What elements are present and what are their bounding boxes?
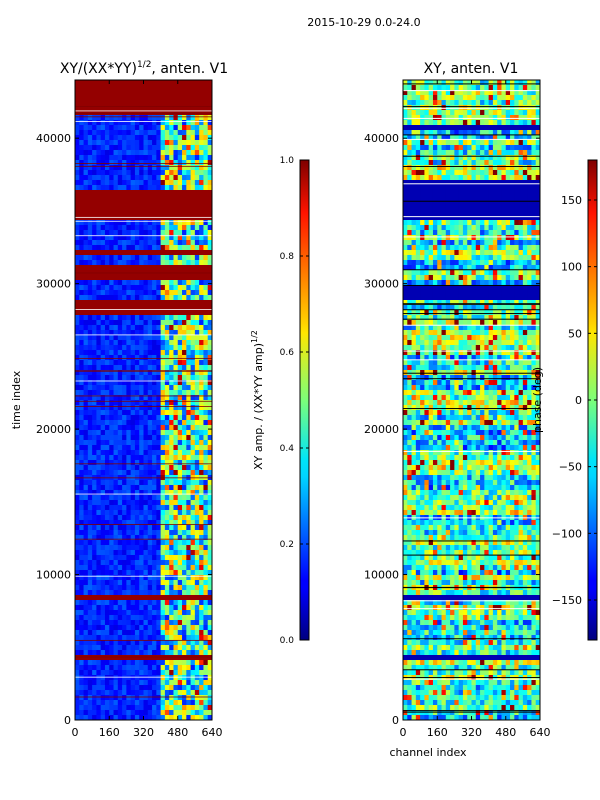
colorbar-tick-label: −50 [559, 461, 582, 474]
x-tick-label: 320 [133, 726, 154, 739]
colorbar-tick-label: 0.2 [280, 540, 294, 550]
figure-title: 2015-10-29 0.0-24.0 [307, 16, 420, 29]
colorbar-tick-label: 1.0 [280, 156, 295, 166]
y-tick-label: 30000 [364, 278, 399, 291]
amplitude-panel: XY/(XX*YY)1/2, anten. V1 0 160 320 480 640 0 1… [10, 60, 310, 739]
x-tick-label: 480 [495, 726, 516, 739]
phase-panel-title: XY, anten. V1 [424, 61, 519, 77]
y-tick-label: 40000 [36, 132, 71, 145]
x-tick-label: 640 [530, 726, 551, 739]
x-tick-label: 320 [461, 726, 482, 739]
phase-colorbar-label: phase (deg) [531, 367, 544, 433]
colorbar-tick-label: 50 [568, 327, 582, 340]
amplitude-colorbar-ticks: 0.0 0.2 0.4 0.6 0.8 1.0 [280, 156, 309, 646]
colorbar-tick-label: 150 [561, 194, 582, 207]
amplitude-heatmap [75, 80, 212, 720]
x-tick-label: 160 [427, 726, 448, 739]
y-tick-label: 30000 [36, 278, 71, 291]
x-tick-label: 160 [99, 726, 120, 739]
colorbar-tick-label: −150 [552, 594, 582, 607]
x-tick-label: 480 [167, 726, 188, 739]
colorbar-tick-label: 0.8 [280, 252, 295, 262]
colorbar-tick-label: 0.0 [280, 636, 295, 646]
phase-heatmap [403, 80, 540, 720]
y-tick-label: 40000 [364, 132, 399, 145]
colorbar-tick-label: 100 [561, 261, 582, 274]
amplitude-axes: 0 160 320 480 640 0 10000 20000 30000 40000 [36, 80, 223, 739]
amplitude-ylabel: time index [10, 370, 23, 429]
amplitude-colorbar-label: XY amp. / (XX*YY amp)1/2 [250, 330, 265, 470]
y-tick-label: 20000 [364, 423, 399, 436]
phase-colorbar-ticks: 150 100 50 0 −50 −100 −150 [552, 194, 597, 607]
phase-axes: 0 160 320 480 640 0 10000 20000 30000 40000 [364, 80, 551, 739]
y-tick-label: 10000 [36, 569, 71, 582]
amplitude-colorbar [299, 159, 310, 641]
y-tick-label: 20000 [36, 423, 71, 436]
phase-panel: XY, anten. V1 0 160 320 480 640 0 10000 20000 30… [364, 61, 598, 759]
x-tick-label: 0 [72, 726, 79, 739]
colorbar-tick-label: −100 [552, 527, 582, 540]
colorbar-tick-label: 0 [575, 394, 582, 407]
colorbar-tick-label: 0.4 [280, 444, 295, 454]
colorbar-tick-label: 0.6 [280, 348, 295, 358]
y-tick-label: 10000 [364, 569, 399, 582]
phase-xlabel: channel index [389, 746, 467, 759]
amplitude-panel-title: XY/(XX*YY)1/2, anten. V1 [60, 60, 228, 77]
x-tick-label: 0 [400, 726, 407, 739]
y-tick-label: 0 [64, 714, 71, 727]
y-tick-label: 0 [392, 714, 399, 727]
x-tick-label: 640 [202, 726, 223, 739]
